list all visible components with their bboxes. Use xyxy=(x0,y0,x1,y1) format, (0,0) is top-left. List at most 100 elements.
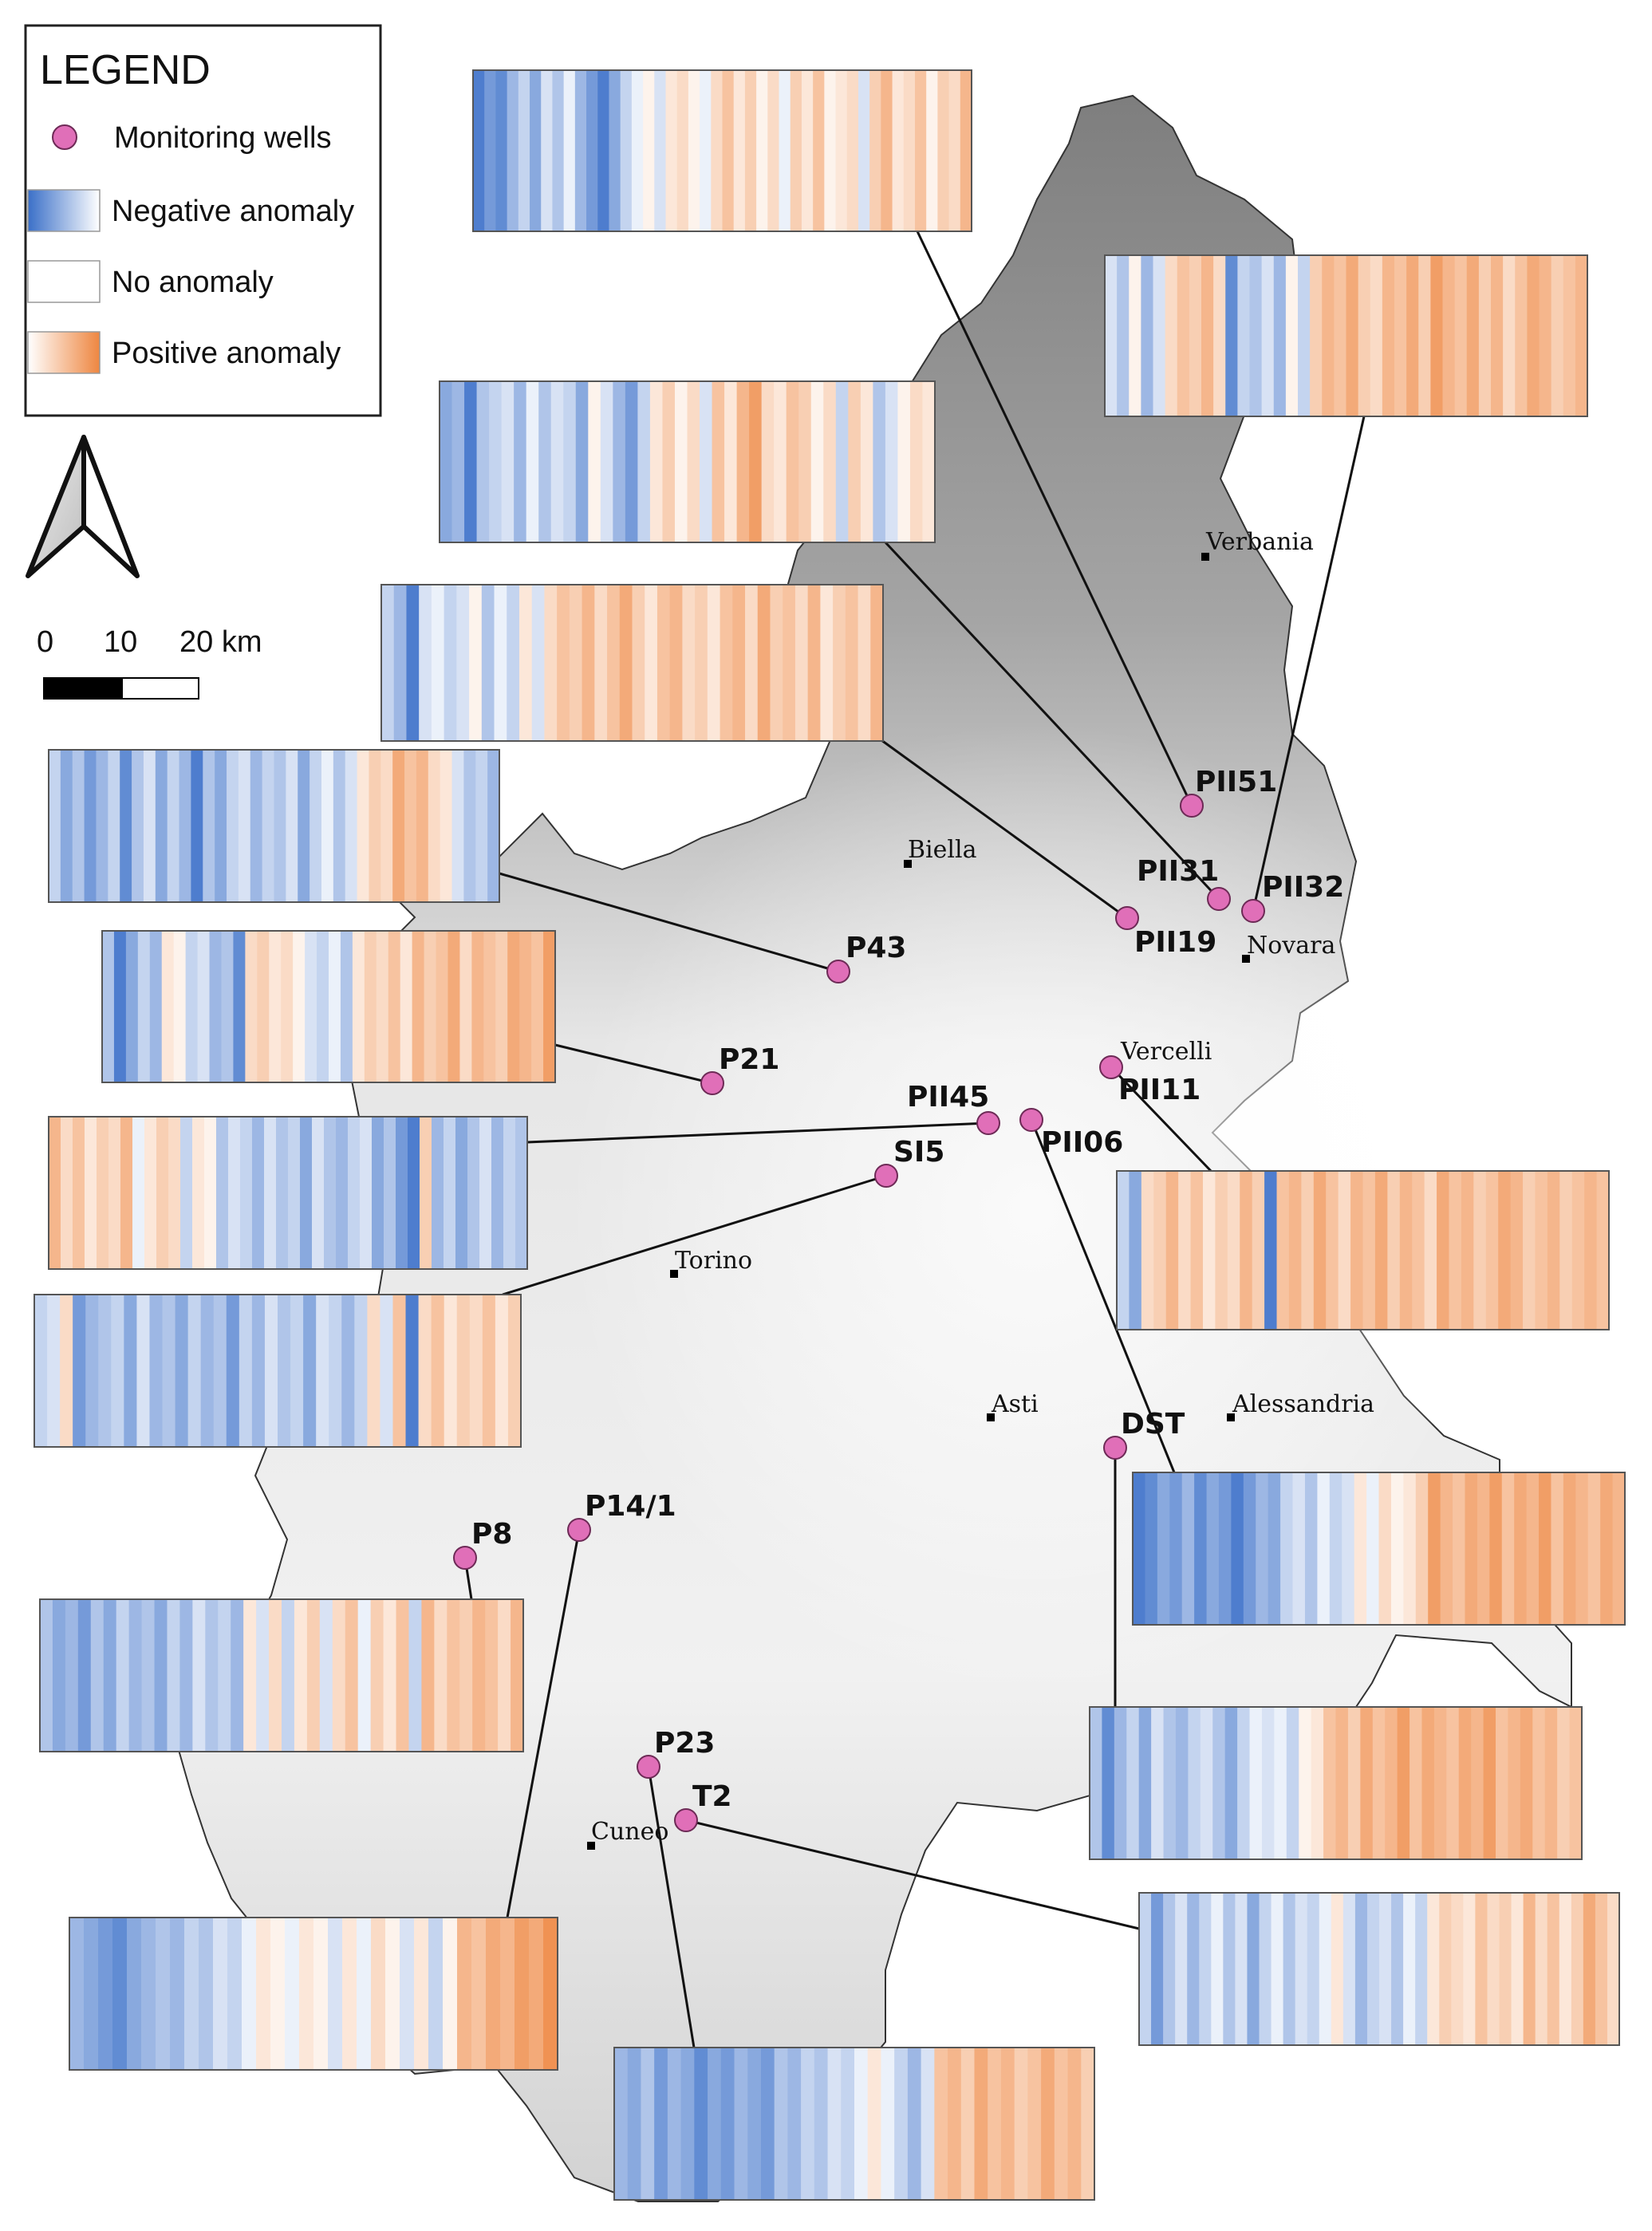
stripe xyxy=(734,2048,748,2200)
stripe xyxy=(1584,1171,1598,1330)
stripe xyxy=(457,1918,472,2070)
stripe xyxy=(1181,1472,1195,1625)
well-label-pii06: PII06 xyxy=(1041,1126,1123,1159)
stripe xyxy=(507,1295,522,1447)
well-marker-pii06[interactable] xyxy=(1019,1108,1043,1132)
well-label-si5: SI5 xyxy=(893,1136,944,1169)
stripe xyxy=(654,2048,668,2200)
stripe xyxy=(120,750,132,902)
stripe xyxy=(1501,1472,1515,1625)
stripe xyxy=(846,70,859,231)
legend-label-positive: Positive anomaly xyxy=(112,337,341,370)
stripe xyxy=(575,381,589,542)
stripe xyxy=(132,1117,145,1269)
stripe xyxy=(529,1918,544,2070)
stripe xyxy=(149,931,163,1082)
well-marker-p43[interactable] xyxy=(826,960,850,983)
stripe xyxy=(367,1295,381,1447)
stripe xyxy=(1335,1707,1349,1859)
stripe xyxy=(1067,2048,1082,2200)
stripe xyxy=(1390,1472,1404,1625)
stripe xyxy=(1559,1171,1573,1330)
scale-segment-filled xyxy=(43,677,123,700)
stripe xyxy=(700,70,712,231)
stripe-panel-pii32 xyxy=(1104,254,1588,417)
well-label-p23: P23 xyxy=(654,1727,715,1760)
stripe xyxy=(1410,1707,1423,1859)
well-marker-p23[interactable] xyxy=(637,1755,660,1779)
stripe xyxy=(1379,1893,1392,2045)
well-marker-pii51[interactable] xyxy=(1180,794,1204,818)
stripe-panel-p14-1 xyxy=(69,1917,558,2071)
stripe xyxy=(1299,1707,1312,1859)
well-marker-pii11[interactable] xyxy=(1099,1055,1123,1079)
stripe xyxy=(1489,1472,1503,1625)
stripe xyxy=(1612,1472,1626,1625)
stripe xyxy=(597,70,610,231)
stripe xyxy=(108,750,120,902)
stripe xyxy=(440,381,453,542)
stripe xyxy=(305,931,317,1082)
stripe xyxy=(1201,255,1214,416)
stripe xyxy=(1252,1171,1265,1330)
stripe xyxy=(1354,1893,1368,2045)
stripe xyxy=(507,70,519,231)
stripe xyxy=(614,2048,629,2200)
stripe xyxy=(1523,1171,1536,1330)
stripe xyxy=(627,2048,642,2200)
well-marker-pii32[interactable] xyxy=(1241,899,1265,923)
stripe xyxy=(514,381,527,542)
well-marker-p8[interactable] xyxy=(453,1546,477,1570)
stripe xyxy=(1471,1707,1484,1859)
stripe xyxy=(495,931,508,1082)
stripe xyxy=(526,381,539,542)
well-marker-pii45[interactable] xyxy=(976,1111,1000,1135)
stripe xyxy=(835,381,849,542)
stripe xyxy=(285,1918,300,2070)
stripe xyxy=(49,750,61,902)
stripe xyxy=(1526,1472,1540,1625)
well-marker-dst[interactable] xyxy=(1103,1436,1127,1460)
well-marker-p21[interactable] xyxy=(700,1071,724,1095)
well-marker-pii19[interactable] xyxy=(1115,906,1139,930)
stripe xyxy=(1569,1707,1583,1859)
stripe xyxy=(354,1295,368,1447)
stripe xyxy=(40,1599,53,1752)
town-marker xyxy=(670,1270,678,1278)
well-label-pii32: PII32 xyxy=(1262,871,1344,904)
stripe xyxy=(1249,1707,1263,1859)
stripe xyxy=(1224,1707,1238,1859)
well-label-pii31: PII31 xyxy=(1137,855,1219,888)
stripe xyxy=(215,750,227,902)
stripe xyxy=(108,1117,121,1269)
stripe xyxy=(392,750,405,902)
stripe xyxy=(881,70,893,231)
stripe xyxy=(669,585,683,741)
stripe xyxy=(420,1117,432,1269)
stripe xyxy=(1271,1893,1284,2045)
leader-line-t2 xyxy=(685,1819,1140,1930)
stripe xyxy=(914,70,927,231)
well-marker-si5[interactable] xyxy=(874,1164,898,1188)
stripe xyxy=(695,585,708,741)
stripe xyxy=(869,70,881,231)
stripe-panel-frame xyxy=(101,930,556,1083)
stripe xyxy=(205,1599,219,1752)
leader-line-pii51 xyxy=(916,231,1193,806)
stripe xyxy=(1354,1472,1367,1625)
stripe xyxy=(481,585,495,741)
well-marker-t2[interactable] xyxy=(674,1808,698,1832)
stripe xyxy=(682,585,696,741)
stripe xyxy=(531,931,544,1082)
stripe xyxy=(1000,2048,1015,2200)
stripe xyxy=(293,931,306,1082)
stripe xyxy=(168,1117,181,1269)
stripe xyxy=(90,1599,104,1752)
stripe xyxy=(774,2048,788,2200)
stripe xyxy=(1571,1893,1584,2045)
stripe xyxy=(471,1918,487,2070)
stripe xyxy=(185,931,199,1082)
well-marker-pii31[interactable] xyxy=(1207,887,1231,911)
well-marker-p14-1[interactable] xyxy=(567,1518,591,1542)
town-label-vercelli: Vercelli xyxy=(1120,1038,1212,1066)
